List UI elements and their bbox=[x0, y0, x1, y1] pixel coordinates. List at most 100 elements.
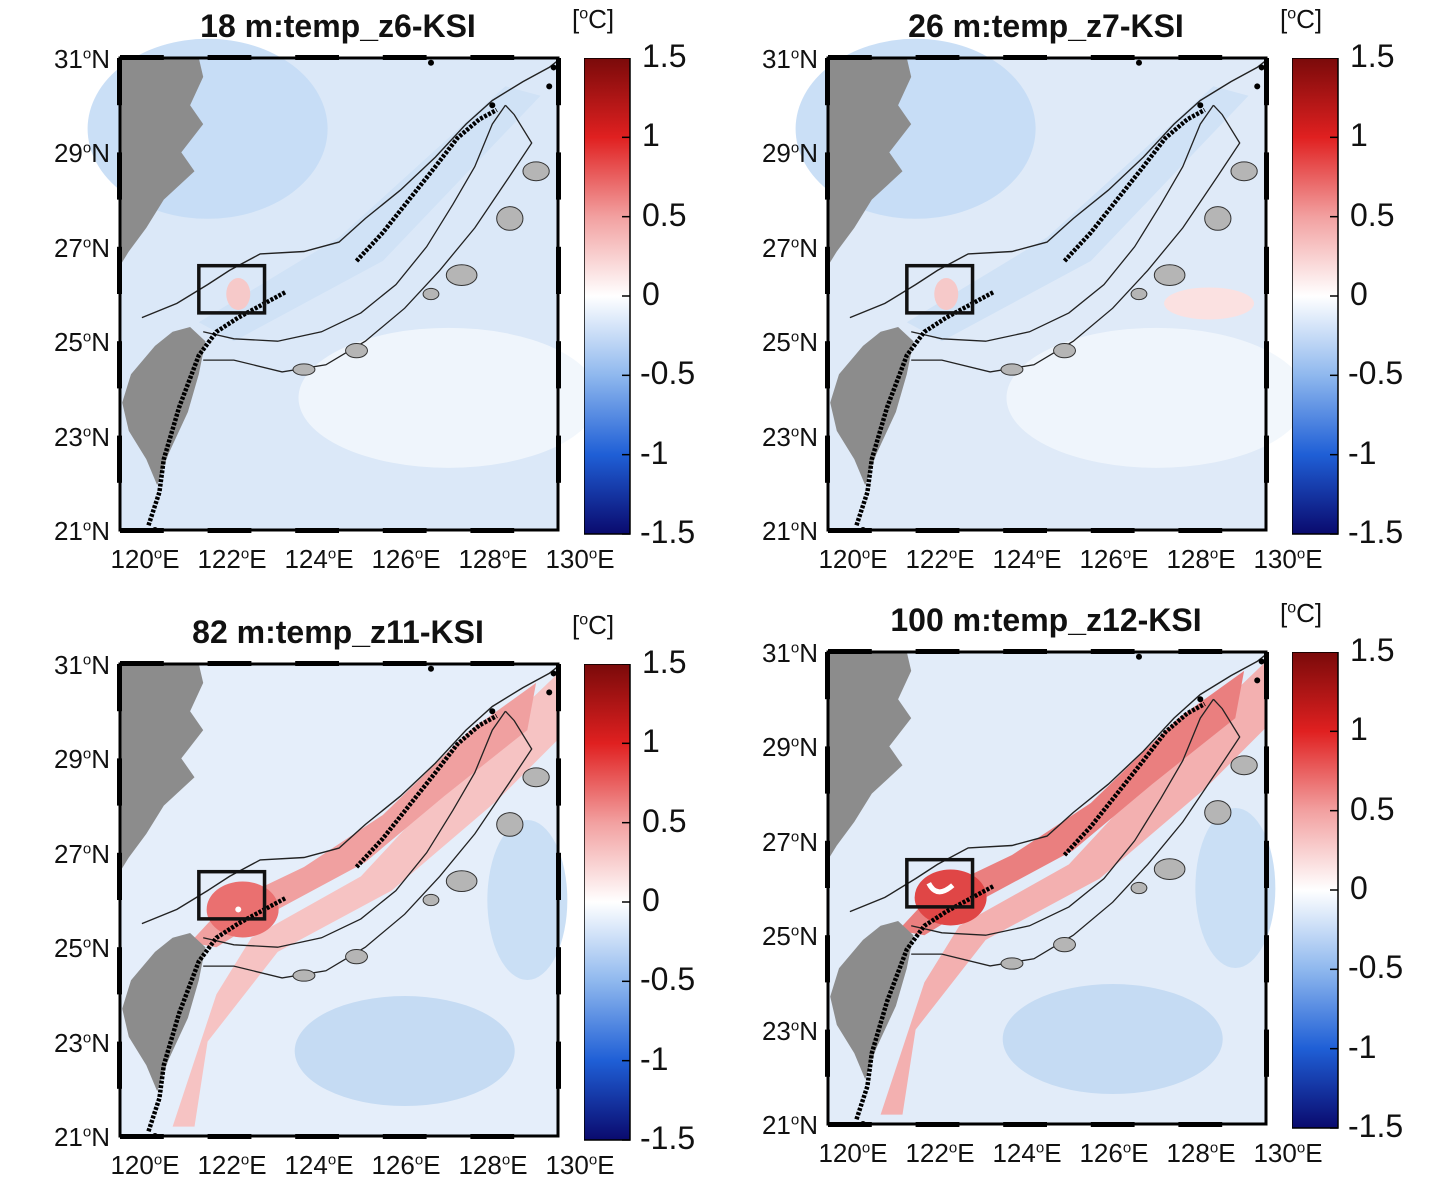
colorbar-tick-label: -1 bbox=[640, 1040, 669, 1077]
longitude-tick-label: 120oE bbox=[110, 544, 180, 574]
colorbar-unit-label: [oC] bbox=[572, 610, 615, 640]
island bbox=[422, 287, 440, 301]
station-dot bbox=[1254, 83, 1261, 90]
border-segment bbox=[295, 55, 339, 60]
panel-title: 100 m:temp_z12-KSI bbox=[890, 602, 1202, 638]
isobath-contour bbox=[849, 59, 1267, 319]
land-taiwan bbox=[122, 327, 206, 486]
latitude-tick-label: 31oN bbox=[53, 44, 110, 74]
map-panel-2: 26 m:temp_z7-KSI [oC] 31oN 29oN 27oN 25oN 23oN… bbox=[708, 0, 1428, 594]
longitude-tick-label: 124oE bbox=[992, 1138, 1062, 1168]
white-contour bbox=[926, 882, 955, 895]
longitude-tick-label: 130oE bbox=[1253, 544, 1323, 574]
colorbar-tick-label: -1 bbox=[640, 434, 669, 471]
island bbox=[345, 343, 368, 359]
longitude-tick-label: 122oE bbox=[905, 1138, 975, 1168]
latitude-tick-label: 23oN bbox=[53, 421, 110, 452]
border-segment bbox=[207, 1134, 252, 1139]
border-segment bbox=[207, 55, 252, 60]
colorbar bbox=[584, 58, 631, 535]
station-dot bbox=[1135, 653, 1142, 660]
station-line bbox=[146, 289, 288, 527]
station-dot bbox=[550, 670, 557, 677]
border-segment bbox=[556, 341, 561, 389]
colorbar-tick-label: 1.5 bbox=[1350, 632, 1395, 668]
border-segment bbox=[825, 935, 830, 983]
longitude-tick-label: 122oE bbox=[197, 544, 267, 574]
colorbar-tick-label: -1 bbox=[1348, 434, 1377, 471]
land-china bbox=[828, 652, 912, 860]
island bbox=[292, 969, 316, 982]
island bbox=[1130, 287, 1148, 301]
border-segment bbox=[556, 246, 561, 294]
isobath-contour bbox=[849, 653, 1267, 913]
latitude-tick-label: 29oN bbox=[53, 138, 110, 169]
border-segment bbox=[1264, 652, 1269, 700]
colorbar-tick-label: 1.5 bbox=[642, 644, 687, 680]
latitude-tick-label: 23oN bbox=[761, 421, 818, 452]
border-segment bbox=[825, 746, 830, 794]
warm-core bbox=[190, 682, 537, 948]
border-segment bbox=[117, 664, 122, 712]
colorbar-tick-label: 1.5 bbox=[642, 38, 687, 74]
land-taiwan bbox=[830, 327, 914, 486]
border-segment bbox=[915, 528, 960, 533]
colorbar-tick-label: 1 bbox=[642, 723, 660, 760]
border-segment bbox=[120, 1134, 164, 1139]
colorbar bbox=[1292, 652, 1339, 1129]
colorbar-tick-label: -0.5 bbox=[1348, 949, 1404, 986]
colorbar-tick-label: 1 bbox=[1350, 711, 1368, 748]
colorbar-tick-label: -1.5 bbox=[1348, 1108, 1404, 1144]
colorbar-tick-label: 0 bbox=[642, 276, 660, 312]
panel-title: 26 m:temp_z7-KSI bbox=[908, 8, 1184, 44]
station-dot bbox=[1197, 696, 1204, 703]
warm-spot bbox=[226, 278, 251, 310]
border-segment bbox=[1264, 840, 1269, 888]
island bbox=[292, 363, 316, 376]
station-line bbox=[354, 713, 498, 869]
longitude-tick-label: 130oE bbox=[545, 1150, 615, 1180]
island bbox=[345, 949, 368, 965]
border-segment bbox=[556, 435, 561, 483]
island bbox=[496, 812, 524, 837]
kuroshio-band bbox=[906, 86, 1249, 342]
colorbar-tick-label: 0.5 bbox=[1350, 196, 1395, 233]
latitude-tick-label: 25oN bbox=[761, 327, 818, 358]
longitude-tick-label: 128oE bbox=[1166, 544, 1236, 574]
land-taiwan bbox=[122, 933, 206, 1092]
isobath-contour bbox=[203, 710, 506, 948]
island bbox=[522, 161, 550, 182]
border-segment bbox=[1264, 341, 1269, 389]
cool-eddy-east bbox=[1195, 808, 1276, 968]
warm-spot bbox=[934, 278, 959, 310]
border-segment bbox=[1090, 1122, 1135, 1127]
isobath-contour bbox=[203, 104, 533, 373]
isobath-contour bbox=[203, 104, 506, 342]
border-segment bbox=[828, 1122, 872, 1127]
map-plot bbox=[87, 38, 599, 533]
border-segment bbox=[1003, 1122, 1047, 1127]
island bbox=[1230, 161, 1258, 182]
border-segment bbox=[207, 661, 252, 666]
land-taiwan bbox=[830, 921, 914, 1080]
colorbar-tick-label: -0.5 bbox=[1348, 355, 1404, 392]
isobath-contour bbox=[911, 104, 1214, 342]
colorbar-tick-label: -1.5 bbox=[1348, 514, 1404, 550]
station-dot bbox=[546, 689, 553, 696]
temperature-anomaly-field bbox=[854, 661, 1276, 1115]
station-dot bbox=[546, 83, 553, 90]
border-segment bbox=[207, 528, 252, 533]
border-segment bbox=[295, 528, 339, 533]
border-segment bbox=[556, 758, 561, 806]
island bbox=[445, 264, 478, 287]
latitude-tick-label: 29oN bbox=[761, 138, 818, 169]
colorbar-tick-label: 0.5 bbox=[642, 196, 687, 233]
border-segment bbox=[1264, 58, 1269, 106]
latitude-tick-label: 21oN bbox=[53, 516, 110, 546]
island bbox=[1204, 800, 1232, 825]
island bbox=[1204, 206, 1232, 231]
border-segment bbox=[1264, 746, 1269, 794]
colorbar-unit-label: [oC] bbox=[1280, 4, 1323, 34]
island bbox=[445, 870, 478, 893]
border-segment bbox=[825, 246, 830, 294]
